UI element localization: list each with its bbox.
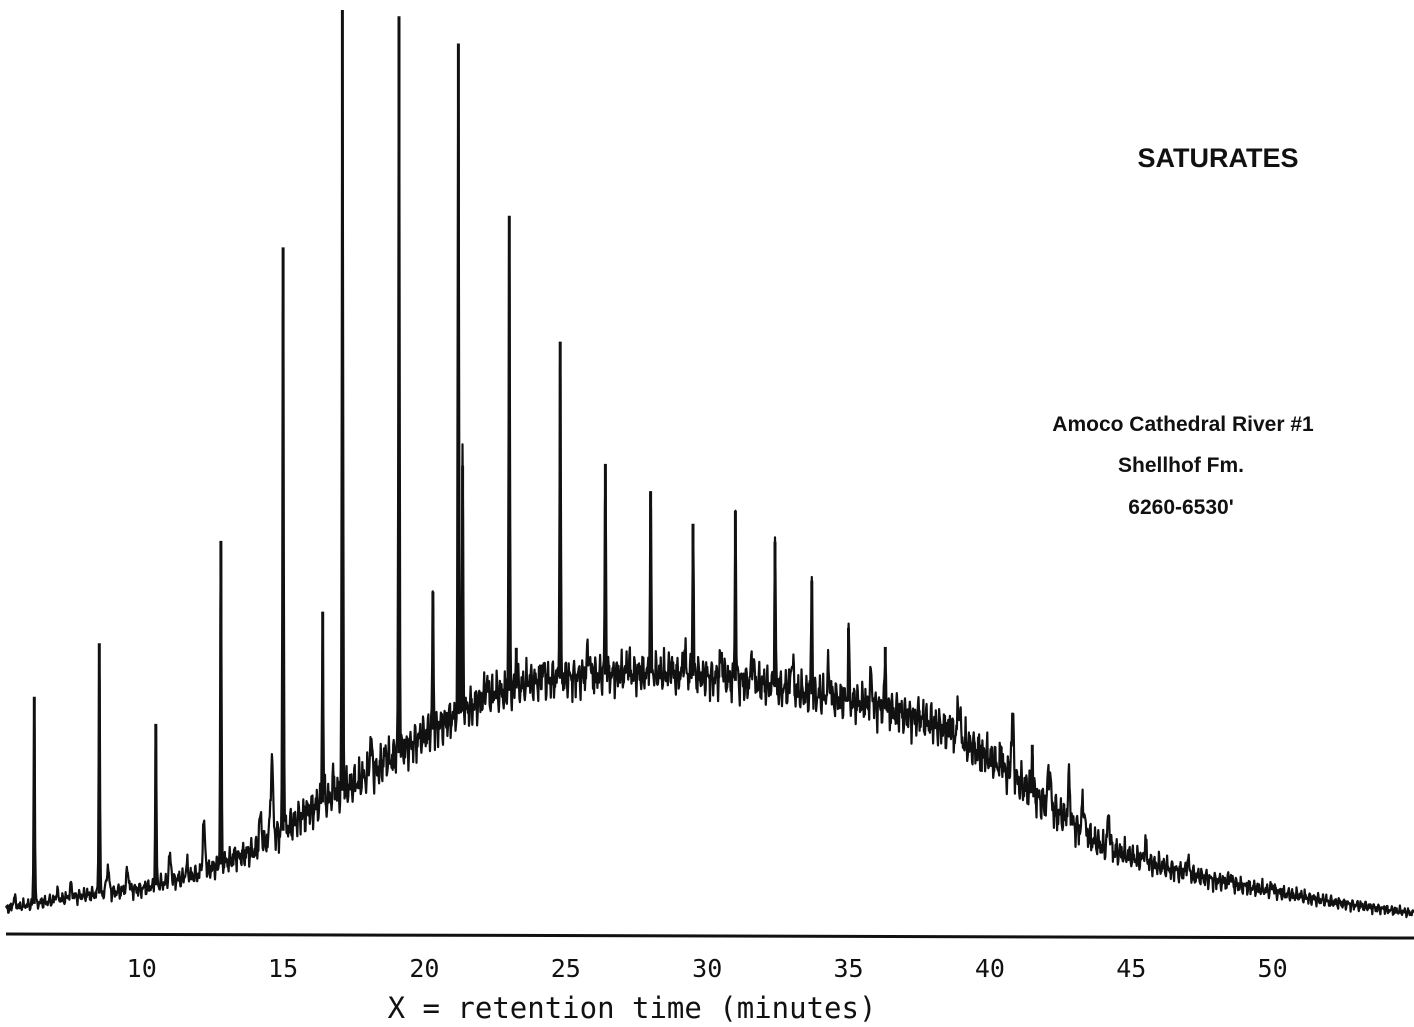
chromatogram-trace xyxy=(4,29,1414,919)
sample-well-name: Amoco Cathedral River #1 xyxy=(1052,413,1314,436)
sample-formation: Shellhof Fm. xyxy=(1118,454,1244,477)
chart-title: SATURATES xyxy=(1138,143,1299,173)
plot-area xyxy=(4,10,1414,919)
x-axis-line xyxy=(5,932,1414,940)
x-tick-label: 10 xyxy=(127,954,157,983)
x-axis-ticks: 10 15 20 25 30 35 40 45 50 xyxy=(127,954,1288,983)
x-tick-label: 25 xyxy=(551,954,581,983)
sample-depth-interval: 6260-6530' xyxy=(1128,496,1233,519)
x-tick-label: 30 xyxy=(692,954,722,983)
x-tick-label: 20 xyxy=(409,954,439,983)
x-tick-label: 35 xyxy=(833,954,863,983)
x-tick-label: 15 xyxy=(268,954,298,983)
x-tick-label: 45 xyxy=(1116,954,1146,983)
x-axis-title: X = retention time (minutes) xyxy=(388,991,877,1025)
x-tick-label: 50 xyxy=(1258,954,1288,983)
x-tick-label: 40 xyxy=(975,954,1005,983)
